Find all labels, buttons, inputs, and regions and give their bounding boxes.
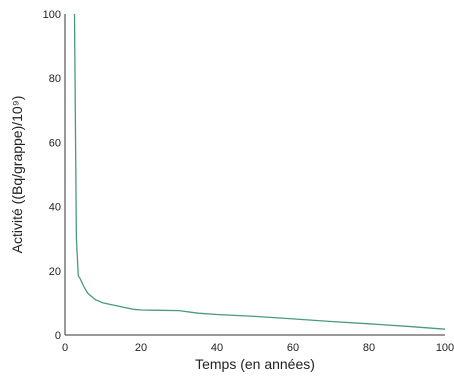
y-tick-label: 100 bbox=[43, 9, 61, 21]
y-tick-label: 60 bbox=[49, 137, 61, 149]
tick-labels: 0 20 40 60 80 100 0 20 40 60 80 100 bbox=[43, 9, 454, 354]
axes bbox=[64, 14, 445, 336]
y-tick-label: 80 bbox=[49, 73, 61, 85]
x-tick-label: 40 bbox=[211, 342, 223, 354]
x-tick-label: 100 bbox=[436, 342, 454, 354]
x-tick-label: 60 bbox=[287, 342, 299, 354]
x-axis-title: Temps (en années) bbox=[195, 356, 315, 372]
y-axis-title: Activité ((Bq/grappe)/10⁹) bbox=[9, 96, 25, 254]
y-tick-label: 0 bbox=[55, 330, 61, 342]
series-line bbox=[73, 13, 446, 330]
y-tick-label: 20 bbox=[49, 266, 61, 278]
x-tick-label: 0 bbox=[62, 342, 68, 354]
x-tick-label: 80 bbox=[363, 342, 375, 354]
series-layer bbox=[73, 13, 446, 330]
y-tick-label: 40 bbox=[49, 202, 61, 214]
x-tick-label: 20 bbox=[135, 342, 147, 354]
